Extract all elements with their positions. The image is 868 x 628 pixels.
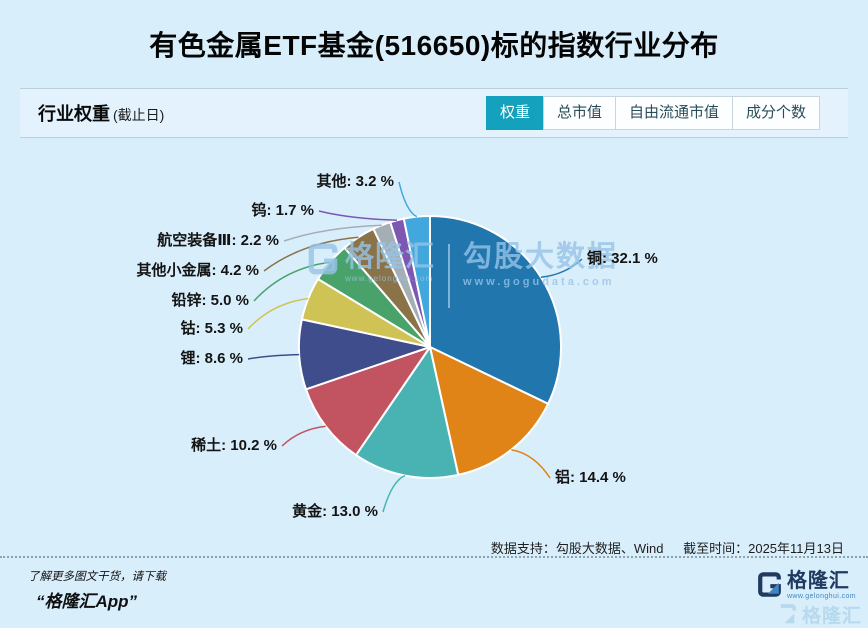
pie-label-7: 其他小金属: 4.2 %	[136, 262, 259, 279]
panel-title: 行业权重 (截止日)	[38, 100, 164, 126]
tab-weight[interactable]: 权重	[485, 96, 544, 130]
gelonghui-g-icon	[780, 603, 797, 623]
leader-line-1	[511, 448, 551, 479]
tab-group: 权重 总市值 自由流通市值 成分个数	[485, 96, 820, 130]
gelonghui-logo: 格隆汇 www.gelonghui.com	[756, 571, 856, 600]
logo-url: www.gelonghui.com	[786, 593, 856, 600]
leader-line-4	[247, 353, 300, 360]
pie-label-0: 铜: 32.1 %	[587, 250, 658, 267]
pie-label-5: 钴: 5.3 %	[180, 320, 243, 337]
pie-slice-1[interactable]	[429, 346, 550, 476]
pie-slice-3[interactable]	[305, 346, 431, 457]
tab-free-float-cap[interactable]: 自由流通市值	[614, 96, 733, 130]
pie-chart	[247, 181, 583, 513]
page-title: 有色金属ETF基金(516650)标的指数行业分布	[149, 30, 719, 61]
pie-label-9: 钨: 1.7 %	[251, 202, 314, 219]
leader-line-7	[263, 236, 359, 272]
gelonghui-logo-watermark: 格隆汇	[774, 601, 862, 628]
gelonghui-g-icon	[758, 572, 781, 597]
pie-label-6: 铅锌: 5.0 %	[171, 292, 249, 309]
panel-title-suffix: (截止日)	[113, 107, 165, 123]
pie-slice-10[interactable]	[402, 214, 431, 348]
pie-label-3: 稀土: 10.2 %	[191, 437, 277, 454]
footer-note: 数据支持：勾股大数据、Wind 截至时间：2025年11月13日	[491, 538, 844, 557]
as-of-note: 截至时间：2025年11月13日	[683, 541, 844, 556]
leader-line-8	[283, 224, 382, 242]
data-source-note: 数据支持：勾股大数据、Wind	[490, 541, 664, 556]
pie-label-1: 铝: 14.4 %	[555, 469, 626, 486]
pie-label-2: 黄金: 13.0 %	[292, 503, 378, 520]
logo-watermark-text: 格隆汇	[801, 606, 862, 627]
pie-label-8: 航空装备Ⅲ: 2.2 %	[157, 232, 279, 249]
leader-line-2	[382, 474, 406, 513]
logo-text: 格隆汇	[786, 570, 850, 592]
pie-slice-2[interactable]	[355, 346, 460, 479]
leader-line-10	[398, 181, 418, 218]
bottom-separator	[0, 556, 868, 558]
app-name-text: “格隆汇App”	[36, 592, 138, 611]
panel-header: 行业权重 (截止日) 权重 总市值 自由流通市值 成分个数	[20, 88, 848, 138]
pie-label-4: 锂: 8.6 %	[180, 350, 243, 367]
leader-line-9	[318, 210, 398, 221]
promo-text: 了解更多图文干货，请下载	[28, 571, 166, 583]
panel-title-text: 行业权重	[38, 104, 110, 124]
tab-total-market-cap[interactable]: 总市值	[542, 96, 616, 130]
leader-line-5	[247, 297, 309, 330]
leader-line-3	[281, 425, 326, 447]
tab-constituent-count[interactable]: 成分个数	[731, 96, 820, 130]
leader-line-0	[540, 258, 583, 279]
pie-label-10: 其他: 3.2 %	[316, 173, 394, 190]
